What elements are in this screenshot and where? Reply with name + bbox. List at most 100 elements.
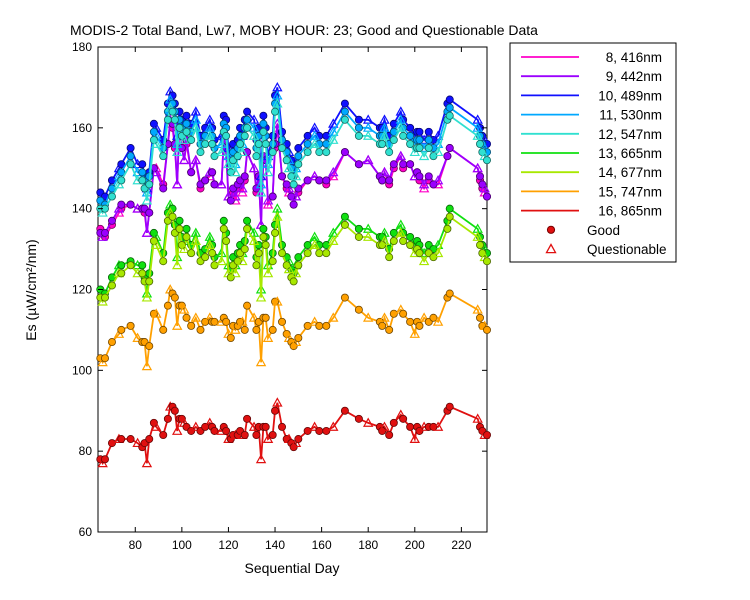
good-point <box>196 325 205 334</box>
good-point <box>389 135 398 144</box>
good-point <box>282 156 291 165</box>
good-point <box>340 148 349 157</box>
questionable-point <box>132 437 143 448</box>
questionable-point <box>283 183 295 193</box>
questionable-point <box>418 255 430 266</box>
good-point <box>259 119 268 128</box>
legend-entry: 12, 547nm <box>598 127 662 142</box>
good-point <box>415 135 424 144</box>
good-point <box>243 123 252 132</box>
questionable-point <box>418 312 430 322</box>
good-point <box>243 224 252 233</box>
legend-entry: 10, 489nm <box>598 88 662 103</box>
questionable-point <box>141 195 153 205</box>
good-point <box>424 135 433 144</box>
good-point <box>175 224 184 233</box>
good-point <box>201 422 210 431</box>
questionable-point <box>151 166 162 177</box>
questionable-point <box>151 308 162 318</box>
good-point <box>415 172 424 181</box>
good-point <box>443 224 452 233</box>
questionable-point <box>379 235 390 245</box>
questionable-point <box>204 239 216 250</box>
good-point <box>294 160 303 169</box>
questionable-point <box>309 138 320 148</box>
good-point <box>222 131 231 140</box>
questionable-point <box>379 130 390 140</box>
questionable-point <box>272 296 283 306</box>
legend-questionable-marker <box>545 243 557 254</box>
good-point <box>415 426 424 435</box>
good-point <box>222 426 231 435</box>
good-point <box>259 232 268 241</box>
good-point <box>107 216 116 225</box>
good-point <box>445 212 454 221</box>
good-point <box>389 418 398 427</box>
questionable-point <box>141 457 153 468</box>
questionable-point <box>362 417 374 427</box>
good-point <box>354 123 363 132</box>
good-point <box>406 241 415 250</box>
good-point <box>208 249 217 258</box>
good-point <box>406 422 415 431</box>
questionable-point <box>151 421 162 431</box>
good-point <box>252 261 261 270</box>
good-point <box>107 176 116 185</box>
good-point <box>315 249 324 258</box>
y-tick-label: 80 <box>79 444 93 458</box>
good-point <box>159 430 168 439</box>
good-point <box>268 325 277 334</box>
questionable-point <box>190 154 202 165</box>
good-point <box>271 406 280 415</box>
questionable-point <box>309 170 320 181</box>
good-point <box>252 152 261 161</box>
questionable-point <box>230 166 241 177</box>
questionable-point <box>237 183 248 193</box>
questionable-point <box>432 247 444 258</box>
good-point <box>303 321 312 330</box>
good-point <box>322 426 331 435</box>
questionable-point <box>362 312 374 322</box>
questionable-point <box>262 433 274 444</box>
good-point <box>182 127 191 136</box>
questionable-point <box>248 162 260 173</box>
good-point <box>378 241 387 250</box>
good-point <box>117 435 126 444</box>
good-point <box>182 313 191 322</box>
good-point <box>243 115 252 124</box>
good-point <box>252 184 261 193</box>
good-point <box>138 269 147 278</box>
good-point <box>138 176 147 185</box>
questionable-point <box>472 231 483 241</box>
good-point <box>445 402 454 411</box>
questionable-point <box>255 453 267 464</box>
good-point <box>445 103 454 112</box>
good-point <box>210 152 219 161</box>
series-group <box>96 207 491 306</box>
good-point <box>196 148 205 157</box>
good-point <box>254 249 263 258</box>
good-point <box>315 321 324 330</box>
good-point <box>415 127 424 136</box>
good-point <box>445 144 454 153</box>
y-tick-label: 180 <box>72 40 92 54</box>
good-point <box>117 176 126 185</box>
good-point <box>168 212 177 221</box>
good-point <box>163 115 172 124</box>
good-point <box>159 152 168 161</box>
questionable-point <box>171 320 183 330</box>
good-point <box>476 172 485 181</box>
y-tick-label: 140 <box>72 202 92 216</box>
good-point <box>445 289 454 298</box>
good-point <box>187 135 196 144</box>
y-axis-label: Es (µW/cm²/nm) <box>23 239 39 340</box>
legend-good-marker <box>546 225 556 234</box>
axes-layer: 80 100 120 140 160 180 200 220 60 80 100 120 140 160 1… <box>72 40 487 552</box>
good-point <box>389 228 398 237</box>
questionable-point <box>262 195 274 205</box>
y-tick-label: 60 <box>79 525 93 539</box>
good-point <box>222 317 231 326</box>
good-point <box>278 249 287 258</box>
good-point <box>175 123 184 132</box>
